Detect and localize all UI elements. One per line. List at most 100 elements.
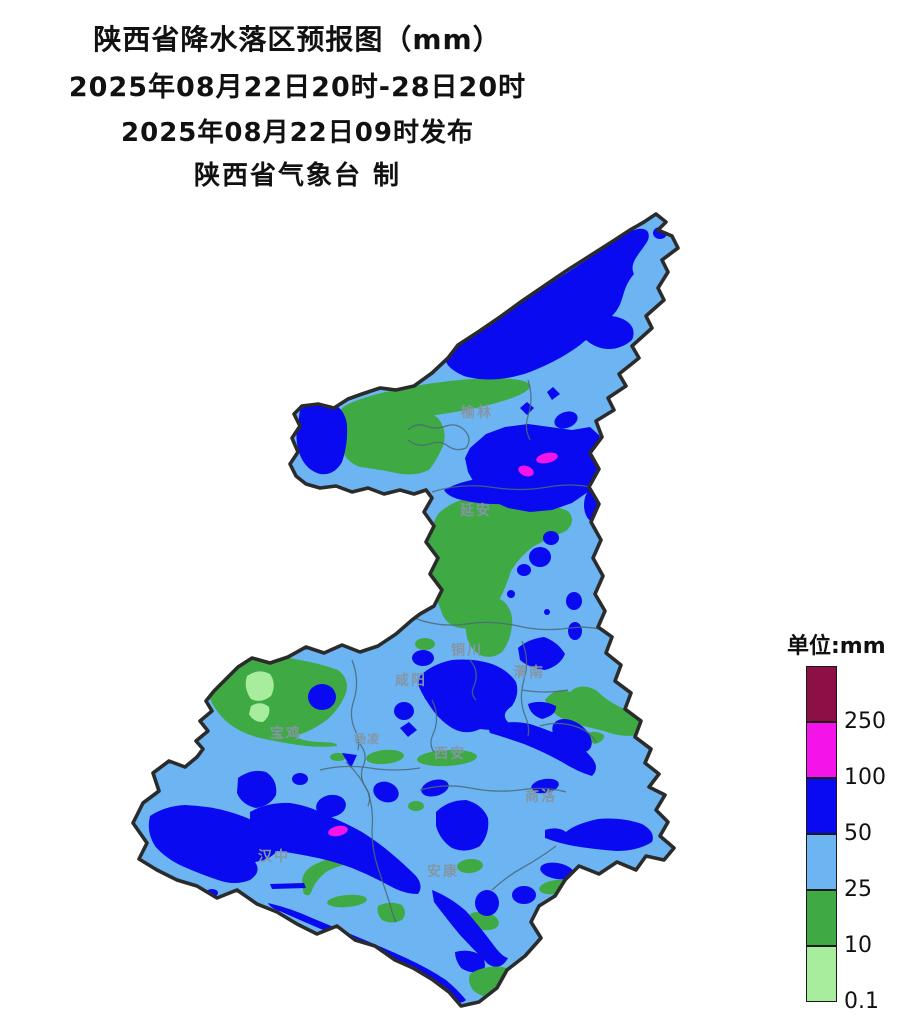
boundary-ankang-shangluo <box>491 845 557 891</box>
boundary-baoji-xianyang <box>350 659 360 751</box>
boundary-xianyang-xian <box>430 699 438 753</box>
city-label-tongchuan: 铜川 <box>451 642 483 659</box>
city-label-yangling: 杨凌 <box>354 731 380 746</box>
green-region-shanyang <box>586 891 616 913</box>
blue-square-wugong <box>400 722 417 737</box>
magenta-spot-north-b <box>518 465 534 477</box>
green-region-xian-b <box>417 749 477 767</box>
blue-region-nw-protrusion <box>296 401 348 475</box>
boundary-yulin-yanan <box>431 484 591 493</box>
blue-region-wuqi <box>444 478 530 505</box>
green-region-luochuan <box>465 596 513 657</box>
blue-blob-linyou <box>412 650 434 666</box>
green-region-ankang-lens <box>457 858 483 874</box>
blue-region-zhashui <box>436 800 489 851</box>
city-label-ankang: 安康 <box>427 863 459 880</box>
boundary-yangling-area <box>357 741 371 807</box>
province-outline <box>131 212 680 1008</box>
city-label-xianyang: 咸阳 <box>395 672 427 689</box>
precip-regions-green <box>206 378 647 931</box>
legend-label-0.1: 0.1 <box>844 989 879 1014</box>
legend-label-25: 25 <box>844 877 872 902</box>
green-region-yulin-sw <box>338 399 445 475</box>
blue-blob-ankang-e <box>540 862 574 880</box>
blue-dot-yanan-e3 <box>517 564 531 576</box>
legend-swatch-blue <box>806 778 837 834</box>
blue-region-south-tip <box>455 950 485 973</box>
blue-blob-xianyang-w <box>394 702 414 720</box>
boundary-yuyang <box>407 424 470 451</box>
green-region-baoji <box>206 652 347 747</box>
blue-region-northeast-mass <box>444 228 649 380</box>
city-label-hanzhong: 汉中 <box>258 848 290 865</box>
precip-regions-magenta <box>328 452 558 837</box>
boundary-yanan-guanzhong <box>413 617 600 631</box>
boundary-qinling <box>419 785 567 793</box>
city-label-yanan: 延安 <box>459 502 492 519</box>
green-region-ankang-dot <box>408 801 424 811</box>
green-region-nanzheng <box>377 902 405 923</box>
city-label-weinan: 渭南 <box>513 664 545 681</box>
blue-dot-qinling-w <box>292 773 308 785</box>
legend-swatch-darkred <box>806 666 837 722</box>
blue-region-xianyang <box>418 659 518 733</box>
blue-blob-binzhou <box>308 684 336 710</box>
blue-region-luonan <box>552 718 592 754</box>
legend-label-250: 250 <box>844 709 886 734</box>
green-region-small <box>415 638 435 650</box>
blue-blob-ankang-s <box>475 890 499 916</box>
legend-swatch-green <box>806 890 837 946</box>
blue-dot-yanan-e5 <box>544 609 550 615</box>
lightgreen-region-baoji-b <box>249 703 270 722</box>
blue-region-hanzhong-central <box>250 802 421 894</box>
blue-region-huaxian <box>528 701 557 719</box>
legend-swatch-lightblue <box>806 834 837 890</box>
blue-region-liuba <box>237 770 277 808</box>
blue-blob-shannan <box>512 886 536 904</box>
precip-regions-lightgreen <box>245 671 274 722</box>
blue-blob-taibai <box>316 794 346 818</box>
green-region-yanan <box>427 495 573 629</box>
blue-region-ziyang-band <box>432 890 508 967</box>
blue-dot-yanan-e4 <box>507 590 515 598</box>
blue-blob-jiaxian <box>554 411 578 429</box>
blue-blob-ningshan <box>421 779 449 797</box>
blue-blob-foping <box>373 781 399 803</box>
boundary-luonan <box>539 722 597 743</box>
green-region-east-border <box>545 686 644 736</box>
magenta-spot-hanzhong <box>328 825 348 837</box>
legend-swatch-magenta <box>806 722 837 778</box>
legend-swatch-lightgreen <box>806 946 837 1002</box>
blue-blob-zhenping <box>548 920 572 940</box>
issue-time: 2025年08月22日09时发布 <box>121 118 474 148</box>
boundary-weinan-h <box>521 689 569 693</box>
legend-title: 单位:mm <box>787 634 886 659</box>
boundary-weihe <box>319 765 421 771</box>
issuing-agency: 陕西省气象台 制 <box>193 161 402 191</box>
blue-region-shangluo-band <box>545 818 653 851</box>
boundary-weinan-xian <box>520 640 530 737</box>
blue-dot-eastedge-a <box>566 592 582 610</box>
blue-dot-yanan-e1 <box>543 531 559 545</box>
green-region-xian-a <box>366 749 404 765</box>
blue-dash-hanzhong <box>270 883 306 889</box>
city-label-baoji: 宝鸡 <box>270 725 302 742</box>
title-block: 陕西省降水落区预报图（mm） 2025年08月22日20时-28日20时 202… <box>0 20 595 196</box>
city-label-shangluo: 商洛 <box>525 788 557 805</box>
legend-label-100: 100 <box>844 765 886 790</box>
blue-region-hanzhong-west <box>148 805 279 883</box>
legend-label-10: 10 <box>844 933 872 958</box>
precip-regions-blue <box>148 227 667 1003</box>
blue-triangle-zhouzhi <box>342 753 357 768</box>
green-region-xian-c <box>330 753 346 761</box>
city-labels: 榆林 延安 铜川 渭南 咸阳 宝鸡 杨凌 西安 商洛 汉中 安康 <box>258 404 557 880</box>
green-region-hanzhong-crescent <box>302 857 351 896</box>
legend-label-50: 50 <box>844 821 872 846</box>
internal-boundaries <box>319 379 600 923</box>
city-label-xian: 西安 <box>434 745 466 762</box>
green-region-hanzhong-lens <box>327 894 367 908</box>
map-title: 陕西省降水落区预报图（mm） <box>93 23 502 56</box>
blue-dot-yanan-e2 <box>529 547 551 567</box>
